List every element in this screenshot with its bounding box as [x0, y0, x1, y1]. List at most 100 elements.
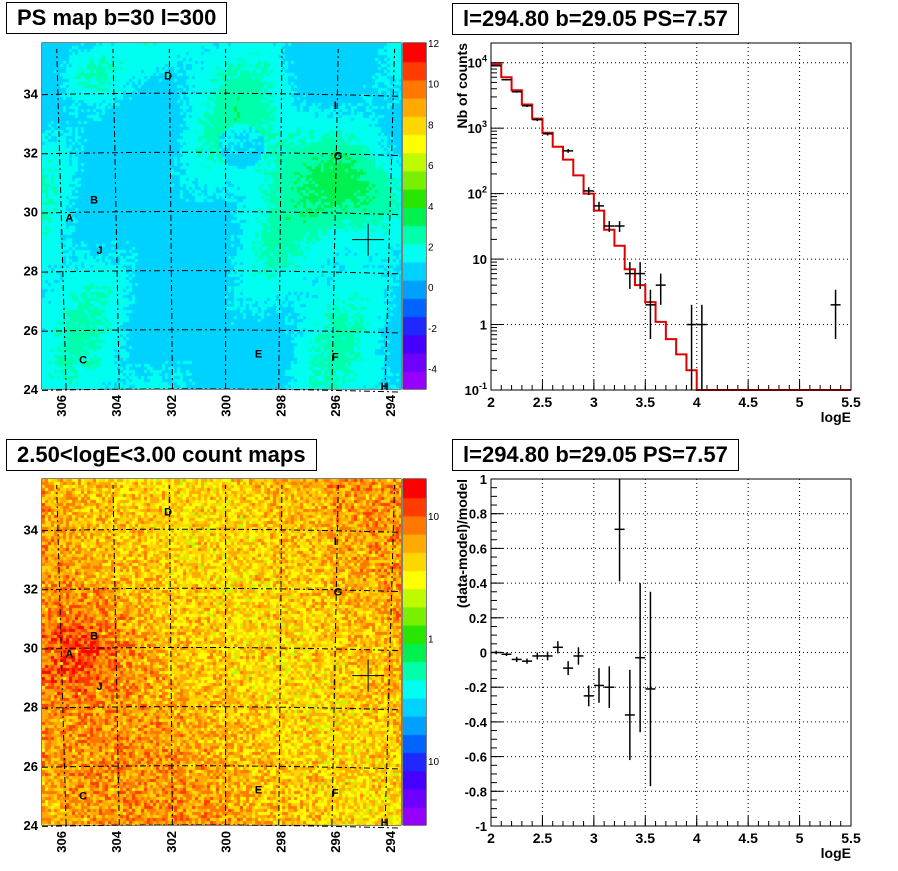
x-tick-label: 5	[796, 394, 804, 410]
grid-line-b	[41, 270, 399, 275]
x-tick-label: 300	[219, 831, 234, 853]
plot-frame	[490, 478, 852, 827]
grid-line-l	[331, 484, 339, 826]
source-label: J	[96, 245, 102, 257]
grid-line-l	[384, 48, 396, 390]
source-label: E	[255, 785, 262, 797]
colorbar-tick-label: 12	[428, 39, 440, 50]
y-tick-label: 24	[24, 382, 39, 397]
x-axis-label: logE	[821, 845, 851, 861]
x-tick-label: 4	[693, 394, 701, 410]
grid-line-l	[56, 484, 67, 826]
spectrum-title: l=294.80 b=29.05 PS=7.57	[452, 3, 739, 35]
x-tick-label: 304	[109, 394, 124, 416]
grid-line-b	[41, 211, 399, 216]
y-tick-label: 30	[24, 205, 38, 220]
y-tick-label: 26	[24, 323, 38, 338]
source-label: I	[334, 100, 337, 112]
grid-line-b	[41, 706, 399, 711]
source-label: C	[79, 354, 87, 366]
colorbar-tick-label: 4	[428, 202, 434, 213]
residual-panel: 2 2.5 3 3.5 4 4.5 5 5.5 1 0.8 0.6 0.4 0.2 0 -0.2 -0.4 -0…	[440, 436, 898, 871]
grid-line-b	[41, 329, 399, 334]
grid-line-l	[168, 48, 173, 389]
colorbar-tick-label: -2	[428, 324, 437, 335]
colorbar-tick-label: 10-1	[428, 751, 440, 768]
model-histogram	[491, 63, 851, 391]
x-tick-label: 4	[693, 830, 701, 846]
x-tick-label: 300	[219, 395, 234, 417]
colorbar-tick-label: 8	[428, 120, 434, 131]
y-axis-label: (data-model)/model	[454, 479, 470, 608]
x-tick-label: 2	[487, 830, 495, 846]
x-tick-label: 296	[328, 831, 343, 853]
x-tick-label: 3	[590, 830, 598, 846]
x-tick-label: 306	[54, 395, 69, 417]
x-tick-label: 4.5	[738, 830, 758, 846]
grid-line-l	[56, 48, 67, 390]
colorbar-tick-label: 6	[428, 161, 434, 172]
plot-frame	[490, 42, 852, 391]
count-map-title: 2.50<logE<3.00 count maps	[6, 439, 317, 471]
x-tick-label: 298	[273, 395, 288, 417]
x-tick-label: 294	[383, 830, 398, 852]
source-label: F	[332, 351, 339, 363]
x-tick-label: 294	[383, 394, 398, 416]
count-map-overlay: D I G B A J C E F H	[41, 484, 399, 829]
y-tick-label: 28	[24, 264, 38, 279]
source-label: H	[381, 381, 389, 393]
ps-map-panel: 306 304 302 300 298 296 294 24 26 28 30 32 34 12 10 8 6 4…	[0, 0, 440, 430]
source-label: D	[164, 71, 172, 83]
y-tick-label: -1	[475, 819, 487, 834]
y-axis-label: Nb of counts	[454, 43, 470, 129]
y-tick-label: -0.8	[465, 784, 487, 799]
source-label: J	[96, 681, 102, 693]
source-label: C	[79, 790, 87, 802]
x-tick-label: 306	[54, 831, 69, 853]
grid-line-l	[278, 484, 283, 825]
colorbar-tick-label: -4	[428, 365, 437, 376]
ps-map-overlay: D I G B A J C E F H	[41, 48, 399, 393]
grid-line-l	[112, 48, 120, 390]
x-tick-label: 5	[796, 830, 804, 846]
grid-line-b	[41, 388, 399, 393]
x-tick-label: 2.5	[533, 830, 553, 846]
y-tick-label: 26	[24, 759, 38, 774]
source-label: G	[334, 586, 343, 598]
y-tick-label: 24	[24, 818, 39, 833]
y-tick-label: 0.2	[469, 611, 487, 626]
colorbar-tick-label: 2	[428, 243, 434, 254]
grid-line-l	[331, 48, 339, 390]
grid-line-b	[41, 824, 399, 829]
source-label: E	[255, 349, 262, 361]
grid-line-l	[112, 484, 120, 826]
x-tick-label: 4.5	[738, 394, 758, 410]
y-tick-label: 103	[468, 119, 487, 136]
x-tick-label: 302	[164, 831, 179, 853]
y-tick-label: 10	[473, 252, 487, 267]
y-tick-label: 0.4	[469, 576, 488, 591]
source-label: A	[65, 648, 73, 660]
y-tick-label: 104	[468, 54, 487, 71]
residual-plot: 2 2.5 3 3.5 4 4.5 5 5.5 1 0.8 0.6 0.4 0.2 0 -0.2 -0.4 -0…	[454, 472, 861, 861]
y-tick-label: 1	[480, 318, 487, 333]
y-tick-label: 10-1	[465, 381, 487, 398]
x-tick-label: 3.5	[636, 394, 656, 410]
grid-line-b	[41, 647, 399, 652]
y-tick-label: 102	[468, 185, 487, 202]
y-tick-label: 0.6	[469, 541, 487, 556]
source-label: H	[381, 817, 389, 829]
spectrum-panel: 10-1 1 10 102 103 104 2 2.5 3 3.5 4 4.5 5 5.5 logE Nb o…	[440, 0, 898, 430]
x-tick-label: 298	[273, 831, 288, 853]
y-tick-label: 32	[24, 145, 38, 160]
y-tick-label: -0.4	[465, 715, 488, 730]
source-label: F	[332, 787, 339, 799]
ps-map-axes: 306 304 302 300 298 296 294 24 26 28 30 32 34 12 10 8 6 4…	[24, 39, 440, 417]
residual-title: l=294.80 b=29.05 PS=7.57	[452, 439, 739, 471]
grid-line-b	[41, 528, 399, 533]
colorbar-tick-label: 0	[428, 283, 434, 294]
y-tick-label: 34	[24, 522, 39, 537]
source-label: I	[334, 536, 337, 548]
x-tick-label: 304	[109, 830, 124, 852]
grid-line-b	[41, 92, 399, 97]
